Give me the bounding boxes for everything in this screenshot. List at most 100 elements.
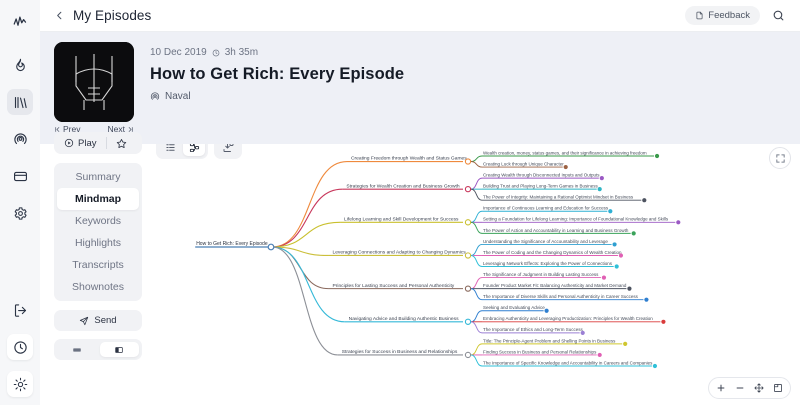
- mindmap-leaf-label[interactable]: Creating Luck through Unique Character: [483, 161, 564, 166]
- mindmap-edge: [470, 177, 483, 190]
- mindmap-leaf-label[interactable]: Founder Product Market Fit: Balancing Au…: [483, 283, 627, 288]
- send-button[interactable]: Send: [54, 310, 142, 331]
- mindmap-leaf-label[interactable]: Leveraging Network Effects: Exploring th…: [483, 261, 613, 266]
- mindmap-leaf-label[interactable]: Seeking and Evaluating Advice: [483, 305, 545, 310]
- nav-item-highlights[interactable]: Highlights: [57, 232, 139, 254]
- mindmap-node-dot[interactable]: [464, 219, 472, 226]
- mindmap-leaf-label[interactable]: The Power of Action and Accountability i…: [483, 228, 629, 233]
- nav-label: Summary: [75, 171, 121, 183]
- split-pane-icon[interactable]: [99, 342, 139, 357]
- mindmap-canvas-wrapper[interactable]: Creating Freedom through Wealth and Stat…: [150, 144, 800, 405]
- mindmap-leaf-dot[interactable]: [599, 176, 604, 181]
- mindmap-node-label[interactable]: Creating Freedom through Wealth and Stat…: [351, 156, 467, 162]
- star-icon[interactable]: [111, 138, 131, 149]
- mindmap-leaf-label[interactable]: Importance of Continuous Learning and Ed…: [483, 206, 609, 211]
- mindmap-leaf-label[interactable]: Setting a Foundation for Lifelong Learni…: [483, 217, 669, 222]
- mindmap-edge: [470, 343, 483, 356]
- mindmap-node-dot[interactable]: [464, 186, 472, 193]
- mindmap-view-icon[interactable]: [183, 144, 205, 156]
- mindmap-node-dot[interactable]: [464, 158, 472, 165]
- mindmap-leaf-dot[interactable]: [544, 308, 549, 313]
- mindmap-leaf-label[interactable]: The Power of Integrity: Maintaining a Ra…: [483, 195, 634, 200]
- feedback-button[interactable]: Feedback: [685, 6, 760, 25]
- mindmap-root-dot[interactable]: [267, 243, 275, 251]
- mindmap-leaf-dot[interactable]: [597, 352, 602, 358]
- mindmap-leaf-label[interactable]: Embracing Authenticity and Leveraging Pr…: [483, 316, 653, 321]
- mindmap-edge: [470, 321, 483, 334]
- sidebar-item-trending[interactable]: [7, 52, 33, 78]
- mindmap-leaf-dot[interactable]: [644, 297, 649, 302]
- mindmap-node-label[interactable]: Strategies for Success in Business and R…: [342, 349, 458, 355]
- wave-logo-icon[interactable]: [7, 8, 33, 34]
- mindmap-leaf-label[interactable]: The Importance of Diverse Skills and Per…: [483, 294, 639, 299]
- expand-fullscreen-icon[interactable]: [769, 147, 791, 169]
- mindmap-leaf-dot[interactable]: [654, 153, 660, 159]
- mindmap-root-label[interactable]: How to Get Rich: Every Episode: [196, 241, 268, 247]
- mindmap-leaf-label[interactable]: The Significance of Judgment in Building…: [483, 272, 599, 277]
- mindmap-leaf-label[interactable]: Title: The Principle-Agent Problem and S…: [483, 338, 616, 343]
- mindmap-node-dot[interactable]: [464, 285, 472, 292]
- zoom-out-button[interactable]: [731, 379, 749, 397]
- outline-view-icon[interactable]: [159, 144, 181, 156]
- mindmap-leaf-dot[interactable]: [580, 330, 585, 335]
- mindmap-node-label[interactable]: Lifelong Learning and Skill Development …: [344, 217, 459, 223]
- mindmap-node-dot[interactable]: [464, 318, 472, 325]
- mindmap-node-dot[interactable]: [464, 252, 472, 259]
- mindmap-leaf-dot[interactable]: [623, 341, 628, 346]
- zoom-in-button[interactable]: [712, 379, 730, 397]
- prev-button[interactable]: Prev: [54, 124, 80, 134]
- mindmap-leaf-label[interactable]: The Power of Coding and the Changing Dyn…: [483, 250, 622, 255]
- mindmap-leaf-dot[interactable]: [612, 242, 617, 247]
- sidebar-item-library[interactable]: [7, 89, 33, 115]
- mindmap-graph[interactable]: Creating Freedom through Wealth and Stat…: [150, 144, 800, 377]
- mindmap-edge: [470, 188, 483, 201]
- mindmap-leaf-dot[interactable]: [631, 231, 636, 236]
- mindmap-leaf-label[interactable]: The Importance of Ethics and Long-Term S…: [483, 327, 584, 332]
- mindmap-leaf-dot[interactable]: [601, 275, 607, 280]
- sidebar-item-billing[interactable]: [7, 163, 33, 189]
- mindmap-leaf-dot[interactable]: [627, 286, 632, 291]
- sidebar-item-podcasts[interactable]: [7, 126, 33, 152]
- episode-author: Naval: [165, 91, 191, 102]
- reframe-icon[interactable]: [769, 379, 787, 397]
- clock-history-icon[interactable]: [7, 334, 33, 360]
- nav-item-keywords[interactable]: Keywords: [57, 210, 139, 232]
- fit-to-screen-icon[interactable]: [750, 379, 768, 397]
- nav-item-mindmap[interactable]: Mindmap: [57, 188, 139, 210]
- logout-icon[interactable]: [7, 297, 33, 323]
- nav-item-shownotes[interactable]: Shownotes: [57, 276, 139, 298]
- mindmap-leaf-dot[interactable]: [563, 164, 568, 170]
- mindmap-leaf-label[interactable]: Building Trust and Playing Long-Term Gam…: [483, 184, 599, 189]
- mindmap-leaf-label[interactable]: Wealth creation, money, status games, an…: [483, 150, 647, 155]
- single-pane-icon[interactable]: [57, 342, 97, 357]
- mindmap-node-dot[interactable]: [464, 351, 472, 359]
- mindmap-node-label[interactable]: Principles for Lasting Success and Perso…: [332, 283, 454, 289]
- mindmap-leaf-dot[interactable]: [661, 319, 666, 324]
- mindmap-leaf-label[interactable]: The Importance of Specific Knowledge and…: [483, 360, 653, 365]
- mindmap-leaf-label[interactable]: Finding Success in Business and Personal…: [483, 349, 597, 354]
- mindmap-leaf-dot[interactable]: [597, 187, 602, 192]
- mindmap-leaf-dot[interactable]: [608, 209, 613, 214]
- mindmap-leaf-label[interactable]: Creating Wealth through Disconnected Inp…: [483, 173, 600, 178]
- nav-item-summary[interactable]: Summary: [57, 166, 139, 188]
- mindmap-leaf-dot[interactable]: [618, 253, 624, 258]
- sidebar-item-settings[interactable]: [7, 200, 33, 226]
- mindmap-node-label[interactable]: Strategies for Wealth Creation and Busin…: [346, 183, 460, 189]
- back-button[interactable]: [54, 10, 65, 21]
- mindmap-node-label[interactable]: Leveraging Connections and Adapting to C…: [332, 250, 466, 256]
- mindmap-leaf-dot[interactable]: [676, 220, 681, 225]
- episode-dateline: 10 Dec 2019 3h 35m: [150, 47, 404, 58]
- mindmap-edge: [470, 254, 483, 268]
- nav-item-transcripts[interactable]: Transcripts: [57, 254, 139, 276]
- search-icon[interactable]: [768, 6, 788, 26]
- play-button[interactable]: Play: [58, 138, 102, 149]
- mindmap-leaf-dot[interactable]: [642, 198, 647, 203]
- mindmap-node-label[interactable]: Navigating Advice and Building Authentic…: [349, 316, 459, 322]
- brightness-theme-icon[interactable]: [7, 371, 33, 397]
- mindmap-leaf-label[interactable]: Understanding the Significance of Accoun…: [483, 239, 608, 244]
- next-button[interactable]: Next: [108, 124, 134, 134]
- download-lock-icon[interactable]: [217, 144, 239, 156]
- zoom-controls: [708, 377, 791, 399]
- mindmap-leaf-dot[interactable]: [652, 363, 658, 369]
- mindmap-leaf-dot[interactable]: [614, 264, 619, 269]
